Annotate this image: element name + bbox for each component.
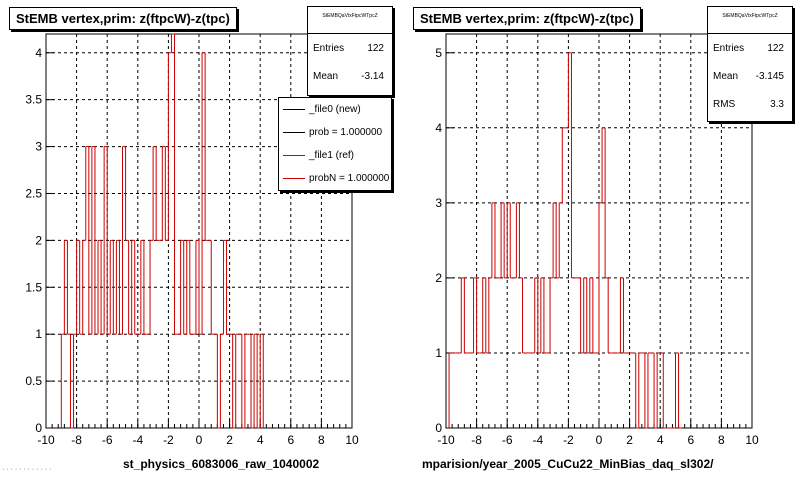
right-x-tick-label: -6	[502, 433, 513, 447]
left-x-tick-label: -8	[71, 433, 82, 447]
left-stats-mean-row: Mean -3.14	[308, 62, 392, 90]
right-histogram-title: StEMB vertex,prim: z(ftpcW)-z(tpc)	[413, 7, 641, 30]
left-x-tick-label: 4	[257, 433, 264, 447]
left-x-tick-label: -10	[37, 433, 55, 447]
left-stats-box: StEMBQaVtxFtpcWTpcZ Entries 122 Mean -3.…	[307, 6, 393, 96]
left-y-tick-label: 1	[35, 327, 42, 341]
legend-line-file0	[283, 109, 305, 110]
right-x-tick-label: 2	[626, 433, 633, 447]
left-file-label: st_physics_6083006_raw_1040002	[123, 457, 320, 471]
right-x-tick-label: 8	[718, 433, 725, 447]
left-x-tick-label: 6	[287, 433, 294, 447]
left-y-tick-label: 0.5	[25, 374, 42, 388]
legend-entry-file0: _file0 (new)	[279, 98, 391, 121]
right-y-tick-label: 2	[435, 271, 442, 285]
right-y-tick-label: 4	[435, 121, 442, 135]
left-x-tick-label: -4	[132, 433, 143, 447]
right-x-tick-label: 6	[687, 433, 694, 447]
right-x-tick-label: -2	[563, 433, 574, 447]
legend-label-file0: _file0 (new)	[309, 104, 361, 115]
left-y-tick-label: 3.5	[25, 93, 42, 107]
left-stats-entries-row: Entries 122	[308, 34, 392, 62]
left-y-tick-label: 1.5	[25, 280, 42, 294]
left-y-tick-label: 2.5	[25, 186, 42, 200]
left-x-tick-label: 10	[345, 433, 359, 447]
legend-box: _file0 (new) prob = 1.000000 _file1 (ref…	[278, 97, 392, 191]
right-y-tick-label: 3	[435, 196, 442, 210]
right-y-tick-label: 1	[435, 346, 442, 360]
right-x-tick-label: 10	[745, 433, 759, 447]
left-x-tick-label: -6	[102, 433, 113, 447]
left-histogram-pad: -10 -8 -6 -4 -2 0 2 4 6 8 10 0 0.5 1 1.5 2 2.5 3 3.5 4 StEM…	[2, 6, 393, 473]
right-stats-mean-label: Mean	[713, 70, 739, 82]
legend-line-probN	[283, 178, 305, 179]
left-y-tick-label: 2	[35, 233, 42, 247]
left-x-tick-label: 8	[318, 433, 325, 447]
corner-text: · · · · · · · · · · · ·	[2, 466, 52, 473]
left-stats-name: StEMBQaVtxFtpcWTpcZ	[308, 7, 392, 34]
left-y-tick-label: 4	[35, 46, 42, 60]
left-stats-entries-value: 122	[367, 42, 384, 54]
right-histogram-pad: -10 -8 -6 -4 -2 0 2 4 6 8 10 0 1 2 3 4 5 StEMB vertex,pr…	[400, 0, 800, 480]
left-stats-mean-label: Mean	[313, 70, 339, 82]
right-stats-rms-value: 3.3	[770, 98, 784, 110]
right-x-tick-label: -10	[437, 433, 455, 447]
right-stats-name: StEMBQaVtxFtpcWTpcZ	[708, 7, 792, 34]
right-x-tick-label: -4	[532, 433, 543, 447]
legend-line-file1	[283, 155, 305, 156]
legend-entry-prob: prob = 1.000000	[279, 121, 391, 144]
legend-label-file1: _file1 (ref)	[309, 150, 355, 161]
right-histogram-plot: -10 -8 -6 -4 -2 0 2 4 6 8 10 0 1 2 3 4 5	[435, 33, 759, 447]
right-stats-mean-value: -3.145	[755, 70, 784, 82]
right-stats-box: StEMBQaVtxFtpcWTpcZ Entries 122 Mean -3.…	[707, 6, 793, 122]
left-y-tick-label: 0	[35, 421, 42, 435]
left-x-tick-label: -2	[163, 433, 174, 447]
legend-entry-file1: _file1 (ref)	[279, 144, 391, 167]
left-stats-mean-value: -3.14	[361, 70, 384, 82]
legend-line-prob	[283, 132, 305, 133]
right-stats-mean-row: Mean -3.145	[708, 62, 792, 90]
left-histogram-title: StEMB vertex,prim: z(ftpcW)-z(tpc)	[9, 7, 237, 30]
right-stats-entries-value: 122	[767, 42, 784, 54]
left-stats-entries-label: Entries	[313, 42, 345, 54]
right-x-tick-label: -8	[471, 433, 482, 447]
right-y-tick-label: 5	[435, 46, 442, 60]
left-y-tick-label: 3	[35, 140, 42, 154]
legend-label-prob: prob = 1.000000	[309, 127, 383, 138]
right-file-label: mparision/year_2005_CuCu22_MinBias_daq_s…	[422, 457, 714, 471]
right-stats-rms-row: RMS 3.3	[708, 90, 792, 118]
right-x-tick-label: 4	[657, 433, 664, 447]
left-x-tick-label: 0	[196, 433, 203, 447]
legend-entry-probN: probN = 1.000000	[279, 167, 391, 190]
right-stats-entries-label: Entries	[713, 42, 745, 54]
right-stats-rms-label: RMS	[713, 98, 736, 110]
right-y-tick-label: 0	[435, 421, 442, 435]
right-x-tick-label: 0	[596, 433, 603, 447]
legend-label-probN: probN = 1.000000	[309, 173, 390, 184]
left-x-tick-label: 2	[226, 433, 233, 447]
right-stats-entries-row: Entries 122	[708, 34, 792, 62]
